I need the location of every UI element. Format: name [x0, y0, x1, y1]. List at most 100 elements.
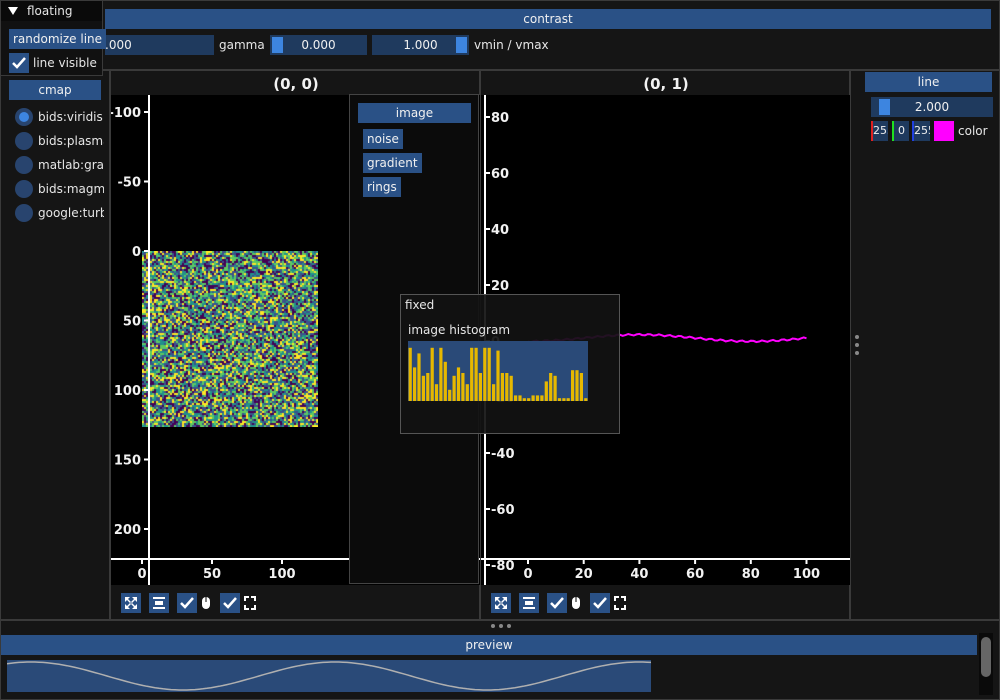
- cmap-option-label[interactable]: bids:viridis: [38, 110, 103, 124]
- histogram-bar: [465, 384, 469, 401]
- color-g-value: 0: [898, 124, 905, 137]
- cmap-option-label[interactable]: google:turbo: [38, 206, 104, 220]
- histogram-bar: [505, 373, 509, 401]
- histogram-bar: [566, 398, 570, 401]
- preview-scrollbar-thumb[interactable]: [981, 637, 991, 677]
- histogram-bar: [553, 375, 557, 401]
- color-g-field[interactable]: 0: [892, 121, 909, 141]
- cmap-radio-0[interactable]: [15, 108, 33, 126]
- histogram-bar: [478, 373, 482, 401]
- fullscreen-toggle-checkbox[interactable]: [590, 593, 610, 613]
- floating-titlebar[interactable]: floating: [1, 1, 102, 21]
- y-tick-label: 20: [491, 279, 509, 294]
- check-icon: [12, 57, 26, 69]
- x-tick-label: 100: [793, 567, 820, 582]
- y-tick-label: 100: [114, 384, 141, 399]
- histogram-bar: [421, 375, 425, 401]
- x-tick-label: 50: [203, 567, 221, 582]
- floating-window[interactable]: floating randomize line line visible: [0, 0, 107, 76]
- y-tick-label: -80: [491, 559, 515, 574]
- cmap-option-label[interactable]: matlab:gray: [38, 158, 104, 172]
- image-histogram: [408, 341, 588, 401]
- x-tick-label: 0: [137, 567, 146, 582]
- plot-00-panel: (0, 0) -100 -50 0 50 100 150 200 0 50 100: [110, 70, 481, 620]
- histogram-bar: [461, 373, 465, 401]
- preview-plot: [7, 660, 651, 692]
- line-visible-checkbox[interactable]: [9, 53, 29, 73]
- histogram-bar: [500, 373, 504, 401]
- gamma-slider-grab[interactable]: [272, 37, 283, 53]
- splitter-handle-icon[interactable]: [854, 333, 860, 357]
- image-option-rings[interactable]: rings: [363, 177, 401, 197]
- preview-scrollbar[interactable]: [979, 633, 993, 695]
- histogram-bar: [540, 395, 544, 401]
- line-color-swatch[interactable]: [934, 121, 954, 141]
- vmin-vmax-slider[interactable]: 1.000: [372, 35, 469, 55]
- noise-image: [142, 251, 318, 427]
- x-tick-label: 0: [523, 567, 532, 582]
- y-tick-label: 40: [491, 223, 509, 238]
- cmap-option-label[interactable]: bids:magma: [38, 182, 104, 196]
- histogram-bar: [509, 375, 513, 401]
- histogram-bar: [483, 347, 487, 401]
- contrast-panel: contrast .000 gamma 0.000 1.000 vmin / v…: [0, 0, 1000, 70]
- histogram-bar: [571, 370, 575, 401]
- y-tick-label: -40: [491, 447, 515, 462]
- randomize-line-button[interactable]: randomize line: [9, 29, 107, 49]
- y-tick-label: 0: [132, 245, 141, 260]
- histogram-bar: [439, 347, 443, 401]
- plot-01-title: (0, 1): [643, 75, 689, 93]
- fit-view-button[interactable]: [491, 593, 511, 613]
- line-header: line: [865, 72, 992, 92]
- cmap-radio-3[interactable]: [15, 180, 33, 198]
- preview-panel: preview: [0, 620, 1000, 700]
- fit-view-button[interactable]: [121, 593, 141, 613]
- histogram-bar: [544, 381, 548, 401]
- plot-00-axes: -100 -50 0 50 100 150 200 0 50 100: [111, 95, 481, 585]
- plot-00-title: (0, 0): [273, 75, 319, 93]
- line-width-slider[interactable]: 2.000: [871, 97, 993, 117]
- image-option-noise[interactable]: noise: [363, 129, 403, 149]
- histogram-bar: [413, 367, 417, 401]
- center-button[interactable]: [519, 593, 539, 613]
- histogram-bar: [562, 398, 566, 401]
- cmap-radio-4[interactable]: [15, 204, 33, 222]
- cmap-radio-2[interactable]: [15, 156, 33, 174]
- fullscreen-icon: [244, 596, 256, 610]
- expand-icon: [125, 597, 137, 609]
- check-icon: [180, 597, 194, 609]
- color-b-field[interactable]: 255: [912, 121, 930, 141]
- histogram-bar: [496, 350, 500, 401]
- collapse-arrow-icon[interactable]: [7, 5, 19, 17]
- histogram-bar: [527, 398, 531, 401]
- first-slider[interactable]: .000: [105, 35, 214, 55]
- line-width-slider-grab[interactable]: [879, 99, 890, 115]
- histogram-bar: [522, 398, 526, 401]
- gamma-value: 0.000: [301, 38, 336, 52]
- cmap-radio-1[interactable]: [15, 132, 33, 150]
- mouse-icon: [572, 597, 580, 609]
- color-r-field[interactable]: 255: [871, 121, 888, 141]
- gamma-label: gamma: [219, 38, 265, 52]
- gamma-slider[interactable]: 0.000: [270, 35, 367, 55]
- splitter-handle-icon[interactable]: [489, 623, 513, 629]
- line-width-value: 2.000: [914, 100, 950, 114]
- y-tick-label: -100: [111, 106, 141, 121]
- histogram-bar: [452, 375, 456, 401]
- histogram-bar: [434, 384, 439, 401]
- floating-title: floating: [27, 4, 73, 18]
- histogram-bar: [474, 347, 478, 401]
- center-button[interactable]: [149, 593, 169, 613]
- image-menu-header: image: [358, 103, 471, 123]
- mouse-toggle-checkbox[interactable]: [177, 593, 197, 613]
- histogram-bar: [417, 353, 421, 401]
- x-tick-label: 80: [742, 567, 760, 582]
- fixed-window[interactable]: fixed image histogram: [400, 294, 620, 434]
- histogram-bar: [579, 373, 583, 401]
- cmap-option-label[interactable]: bids:plasma: [38, 134, 104, 148]
- image-option-gradient[interactable]: gradient: [363, 153, 422, 173]
- mouse-toggle-checkbox[interactable]: [547, 593, 567, 613]
- fullscreen-toggle-checkbox[interactable]: [220, 593, 240, 613]
- vmin-vmax-slider-grab[interactable]: [456, 37, 467, 53]
- color-r-value: 255: [873, 124, 888, 137]
